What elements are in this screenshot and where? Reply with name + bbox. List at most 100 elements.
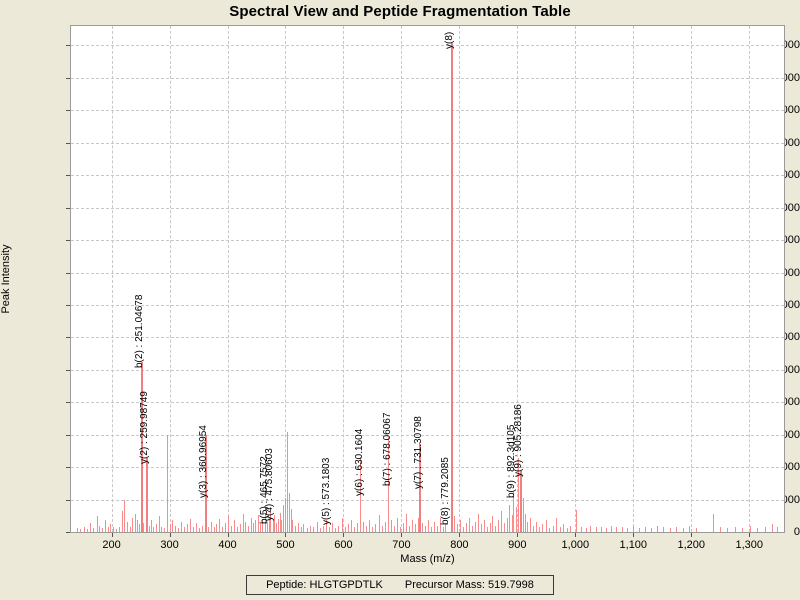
gridline: [71, 467, 784, 469]
peak-label: y(2) : 259.98749: [139, 391, 151, 465]
spectrum-peak: [219, 519, 220, 532]
spectrum-peak: [536, 521, 537, 532]
spectrum-peak: [527, 521, 528, 532]
spectrum-peak: [520, 471, 522, 532]
spectrum-peak: [199, 528, 200, 532]
spectrum-peak: [137, 520, 138, 532]
x-tick-label: 1,200: [677, 539, 706, 551]
gridline: [71, 402, 784, 404]
spectrum-peak: [329, 526, 330, 532]
x-axis-ticks: 200 300 400 500 600 700 800 900 1,000 1,100 1,200 1…: [0, 533, 800, 555]
spectrum-peak: [303, 524, 304, 532]
spectrum-peak: [87, 528, 88, 532]
spectrum-peak: [523, 498, 524, 532]
spectrum-peak: [622, 526, 623, 532]
spectrum-peak: [172, 520, 173, 532]
spectrum-peak: [601, 526, 602, 532]
spectrum-peak: [205, 434, 207, 532]
spectrum-peak: [276, 522, 277, 532]
gridline: [749, 26, 751, 532]
spectrum-peak: [403, 522, 404, 532]
spectrum-peak: [645, 526, 646, 532]
spectrum-peak: [513, 491, 514, 532]
spectrum-peak: [99, 525, 100, 532]
spectrum-peak: [345, 526, 346, 532]
spectrum-peak: [415, 524, 416, 532]
spectrum-peak: [262, 519, 263, 532]
spectrum-peak: [375, 524, 376, 532]
spectrum-peak: [285, 498, 286, 532]
spectrum-peak: [720, 526, 721, 532]
spectrum-peak: [335, 528, 336, 532]
x-tick-label: 300: [160, 539, 179, 551]
spectrum-peak: [270, 511, 271, 532]
spectrum-peak: [400, 526, 401, 532]
spectrum-peak: [161, 526, 162, 532]
spectrum-peak: [428, 520, 429, 532]
peak-label: y(9) : 905.28186: [513, 404, 525, 478]
spectrum-peak: [379, 515, 380, 532]
spectrum-peak: [193, 526, 194, 532]
spectrum-peak: [132, 517, 133, 532]
spectrum-peak: [422, 522, 423, 532]
y-axis-title: Peak Intensity: [0, 244, 12, 314]
x-tick-mark: [633, 533, 635, 537]
gridline: [169, 26, 171, 532]
spectrum-peak: [146, 458, 148, 532]
spectrum-peak: [289, 493, 290, 532]
precursor-mass-label: Precursor Mass: 519.7998: [404, 579, 534, 591]
spectrum-peak: [596, 527, 597, 532]
y-tick-mark: [66, 240, 70, 242]
spectrum-peak: [512, 515, 513, 532]
spectrum-peak: [225, 522, 226, 532]
spectrum-peak: [135, 513, 136, 532]
spectrum-peak: [267, 521, 268, 532]
spectrum-peak: [274, 515, 275, 532]
spectrum-peak: [409, 525, 410, 532]
x-tick-label: 1,000: [561, 539, 590, 551]
spectrum-peak: [507, 517, 508, 532]
status-bar: Peptide: HLGTGPDTLK Precursor Mass: 519.…: [246, 575, 554, 595]
x-tick-label: 700: [392, 539, 411, 551]
spectrum-peak: [280, 512, 281, 532]
spectrum-peak: [533, 525, 534, 532]
spectrum-peak: [307, 528, 308, 532]
x-tick-mark: [169, 533, 171, 537]
spectrum-peak: [240, 524, 241, 532]
plot-inner: b(2) : 251.04678 y(2) : 259.98749 y(3) : 3…: [71, 26, 784, 532]
spectrum-peak: [576, 509, 577, 532]
spectrum-peak: [251, 517, 252, 532]
spectrum-plot[interactable]: b(2) : 251.04678 y(2) : 259.98749 y(3) : 3…: [70, 25, 785, 533]
spectrum-peak: [611, 525, 612, 532]
spectrum-peak: [757, 528, 758, 532]
spectrum-peak: [590, 525, 591, 532]
spectrum-peak: [727, 528, 728, 532]
spectrum-peak: [342, 517, 343, 532]
x-axis-title: Mass (m/z): [400, 553, 455, 565]
spectrum-peak: [457, 524, 458, 532]
y-tick-mark: [66, 207, 70, 209]
x-tick-mark: [575, 533, 577, 537]
spectrum-peak: [777, 526, 778, 532]
spectrum-peak: [124, 499, 125, 532]
gridline: [71, 110, 784, 112]
spectrum-peak: [283, 504, 284, 532]
spectrum-peak: [509, 504, 510, 532]
spectrum-peak: [287, 432, 288, 532]
gridline: [285, 26, 287, 532]
spectrum-peak: [326, 520, 327, 532]
spectrum-peak: [451, 42, 453, 532]
gridline: [71, 304, 784, 306]
gridline: [71, 77, 784, 79]
spectrum-peak: [255, 520, 256, 532]
spectrum-peak: [113, 527, 114, 532]
spectrum-peak: [269, 517, 270, 532]
page-title: Spectral View and Peptide Fragmentation …: [229, 3, 571, 20]
spectrum-peak: [196, 522, 197, 532]
spectrum-peak: [84, 526, 85, 532]
spectrum-peak: [606, 528, 607, 532]
spectrum-peak: [332, 522, 333, 532]
spectrum-peak: [97, 516, 98, 532]
spectrum-peak: [689, 525, 690, 532]
spectrum-peak: [412, 520, 413, 532]
